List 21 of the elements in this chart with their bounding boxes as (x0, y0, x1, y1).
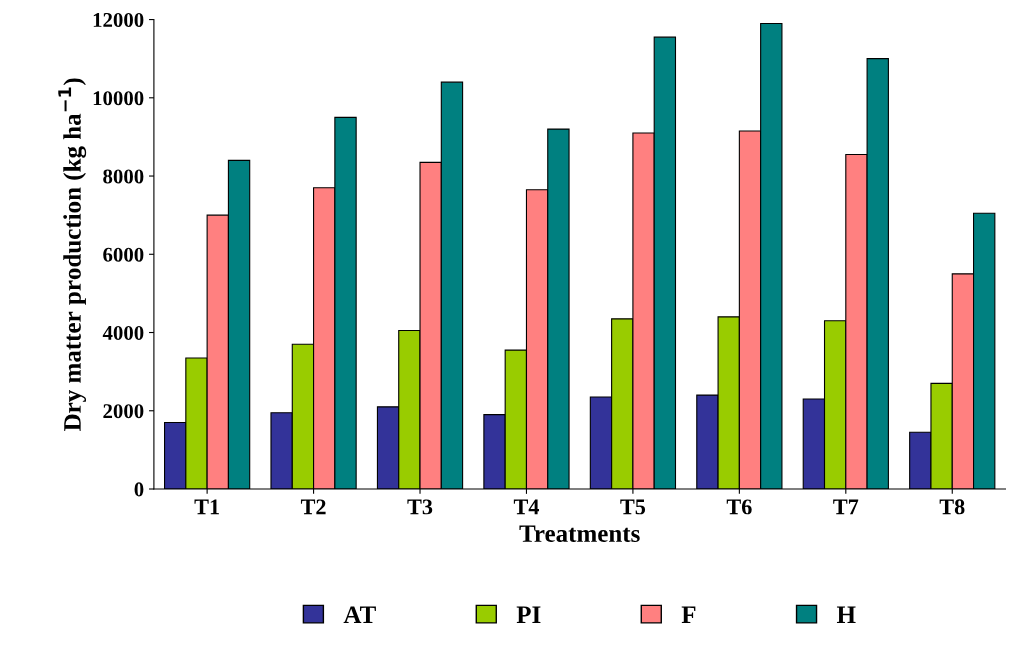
x-tick-label: T5 (620, 499, 646, 515)
y-axis-title: Dry matter production (kg ha$^{−1}$) (58, 78, 87, 431)
y-tick-label: 0 (134, 482, 144, 497)
x-tick-label: T3 (407, 499, 433, 515)
x-axis-title: Treatments (519, 525, 640, 543)
x-tick-label: T1 (194, 499, 219, 515)
x-tick-label: T6 (726, 499, 752, 515)
x-tick-label: T4 (513, 499, 540, 515)
y-tick-label: 2000 (103, 404, 144, 419)
y-tick-label: 8000 (103, 169, 144, 184)
legend-label: F (681, 606, 696, 623)
x-tick-label: T2 (300, 499, 326, 515)
legend-label: H (836, 606, 856, 623)
y-tick-label: 10000 (93, 91, 144, 106)
legend-label: PI (516, 606, 541, 623)
y-tick-label: 12000 (93, 12, 144, 27)
y-tick-label: 6000 (103, 247, 144, 262)
x-tick-label: T8 (939, 499, 965, 515)
x-tick-label: T7 (833, 499, 859, 515)
y-tick-label: 4000 (102, 325, 144, 340)
legend-label: AT (343, 606, 376, 623)
